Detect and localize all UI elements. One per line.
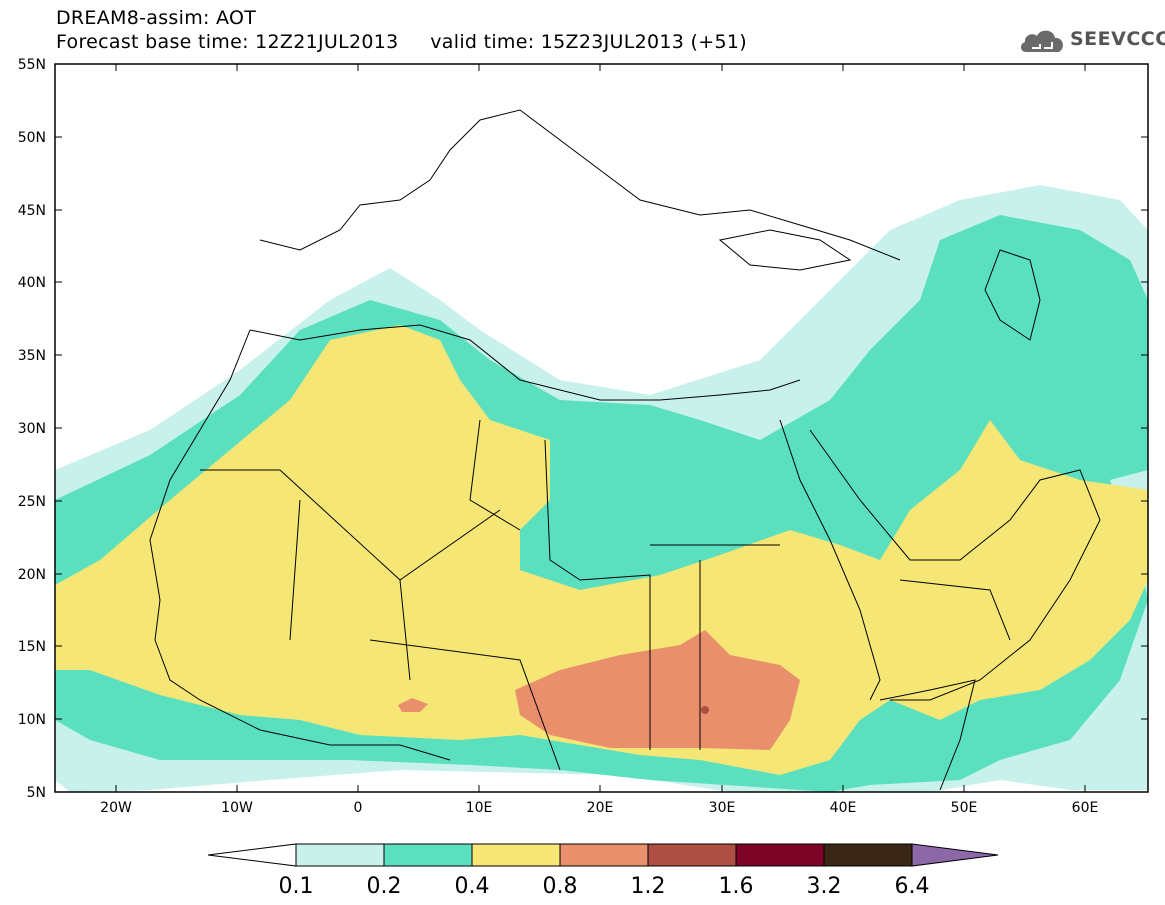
- coastline-north-africa: [249, 324, 801, 401]
- seevccc-logo: SEEVCCC: [1018, 24, 1165, 56]
- lon-ticks: [115, 64, 1086, 792]
- colorbar-cell-3.2: [823, 843, 913, 867]
- lat-tick-label: 15N: [18, 639, 46, 655]
- colorbar-label: 0.4: [455, 874, 490, 899]
- colorbar-cell-0.1: [295, 843, 385, 867]
- chart-title: DREAM8-assim: AOT: [56, 7, 257, 29]
- lon-tick-label: 20W: [100, 800, 132, 816]
- aot-region-0.8-small: [398, 698, 428, 712]
- cloud-icon: [1020, 30, 1063, 52]
- lat-tick-label: 50N: [18, 130, 46, 146]
- lat-tick-label: 25N: [18, 494, 46, 510]
- lat-ticks: [55, 136, 1148, 720]
- coastline-arabia: [809, 429, 1101, 701]
- lat-tick-label: 30N: [18, 421, 46, 437]
- aot-contours: [55, 64, 1148, 792]
- colorbar-label: 3.2: [807, 874, 842, 899]
- aot-region-1.2: [701, 706, 709, 714]
- colorbar-label: 0.1: [279, 874, 314, 899]
- logo-text: SEEVCCC: [1070, 28, 1165, 50]
- lon-tick-label: 20E: [587, 800, 614, 816]
- lat-tick-label: 45N: [18, 203, 46, 219]
- colorbar-label: 0.2: [367, 874, 402, 899]
- colorbar-cell-0.4: [471, 843, 561, 867]
- lon-tick-label: 10W: [221, 800, 253, 816]
- lon-tick-label: 50E: [951, 800, 978, 816]
- lon-tick-label: 10E: [466, 800, 493, 816]
- lon-tick-label: 0: [354, 800, 363, 816]
- colorbar: [207, 843, 999, 867]
- border-lines: [200, 419, 1011, 771]
- lat-tick-label: 20N: [18, 567, 46, 583]
- colorbar-cell-1.6: [735, 843, 825, 867]
- colorbar-label: 1.6: [719, 874, 754, 899]
- colorbar-cell-0.8: [559, 843, 649, 867]
- lon-tick-label: 60E: [1072, 800, 1099, 816]
- coastline-red-sea: [779, 419, 881, 701]
- coastline-black-sea: [718, 229, 852, 271]
- lat-tick-label: 35N: [18, 348, 46, 364]
- coastline-west-africa: [149, 329, 451, 761]
- coastline-europe: [259, 109, 901, 261]
- lon-tick-label: 40E: [830, 800, 857, 816]
- colorbar-label: 6.4: [895, 874, 930, 899]
- lat-tick-label: 40N: [18, 275, 46, 291]
- coastline-horn-africa: [879, 679, 976, 791]
- colorbar-cell-0.2: [383, 843, 473, 867]
- colorbar-cell-above-6.4: [911, 843, 999, 867]
- lon-tick-label: 30E: [709, 800, 736, 816]
- colorbar-cell-below-0.1: [207, 843, 297, 867]
- lat-tick-label: 5N: [27, 785, 46, 801]
- forecast-time-subtitle: Forecast base time: 12Z21JUL2013 valid t…: [56, 31, 747, 53]
- lat-tick-label: 55N: [18, 57, 46, 73]
- aot-region-0.8: [515, 630, 800, 750]
- coastline-caspian: [984, 249, 1041, 341]
- colorbar-label: 1.2: [631, 874, 666, 899]
- colorbar-cell-1.2: [647, 843, 737, 867]
- lat-tick-label: 10N: [18, 712, 46, 728]
- colorbar-label: 0.8: [543, 874, 578, 899]
